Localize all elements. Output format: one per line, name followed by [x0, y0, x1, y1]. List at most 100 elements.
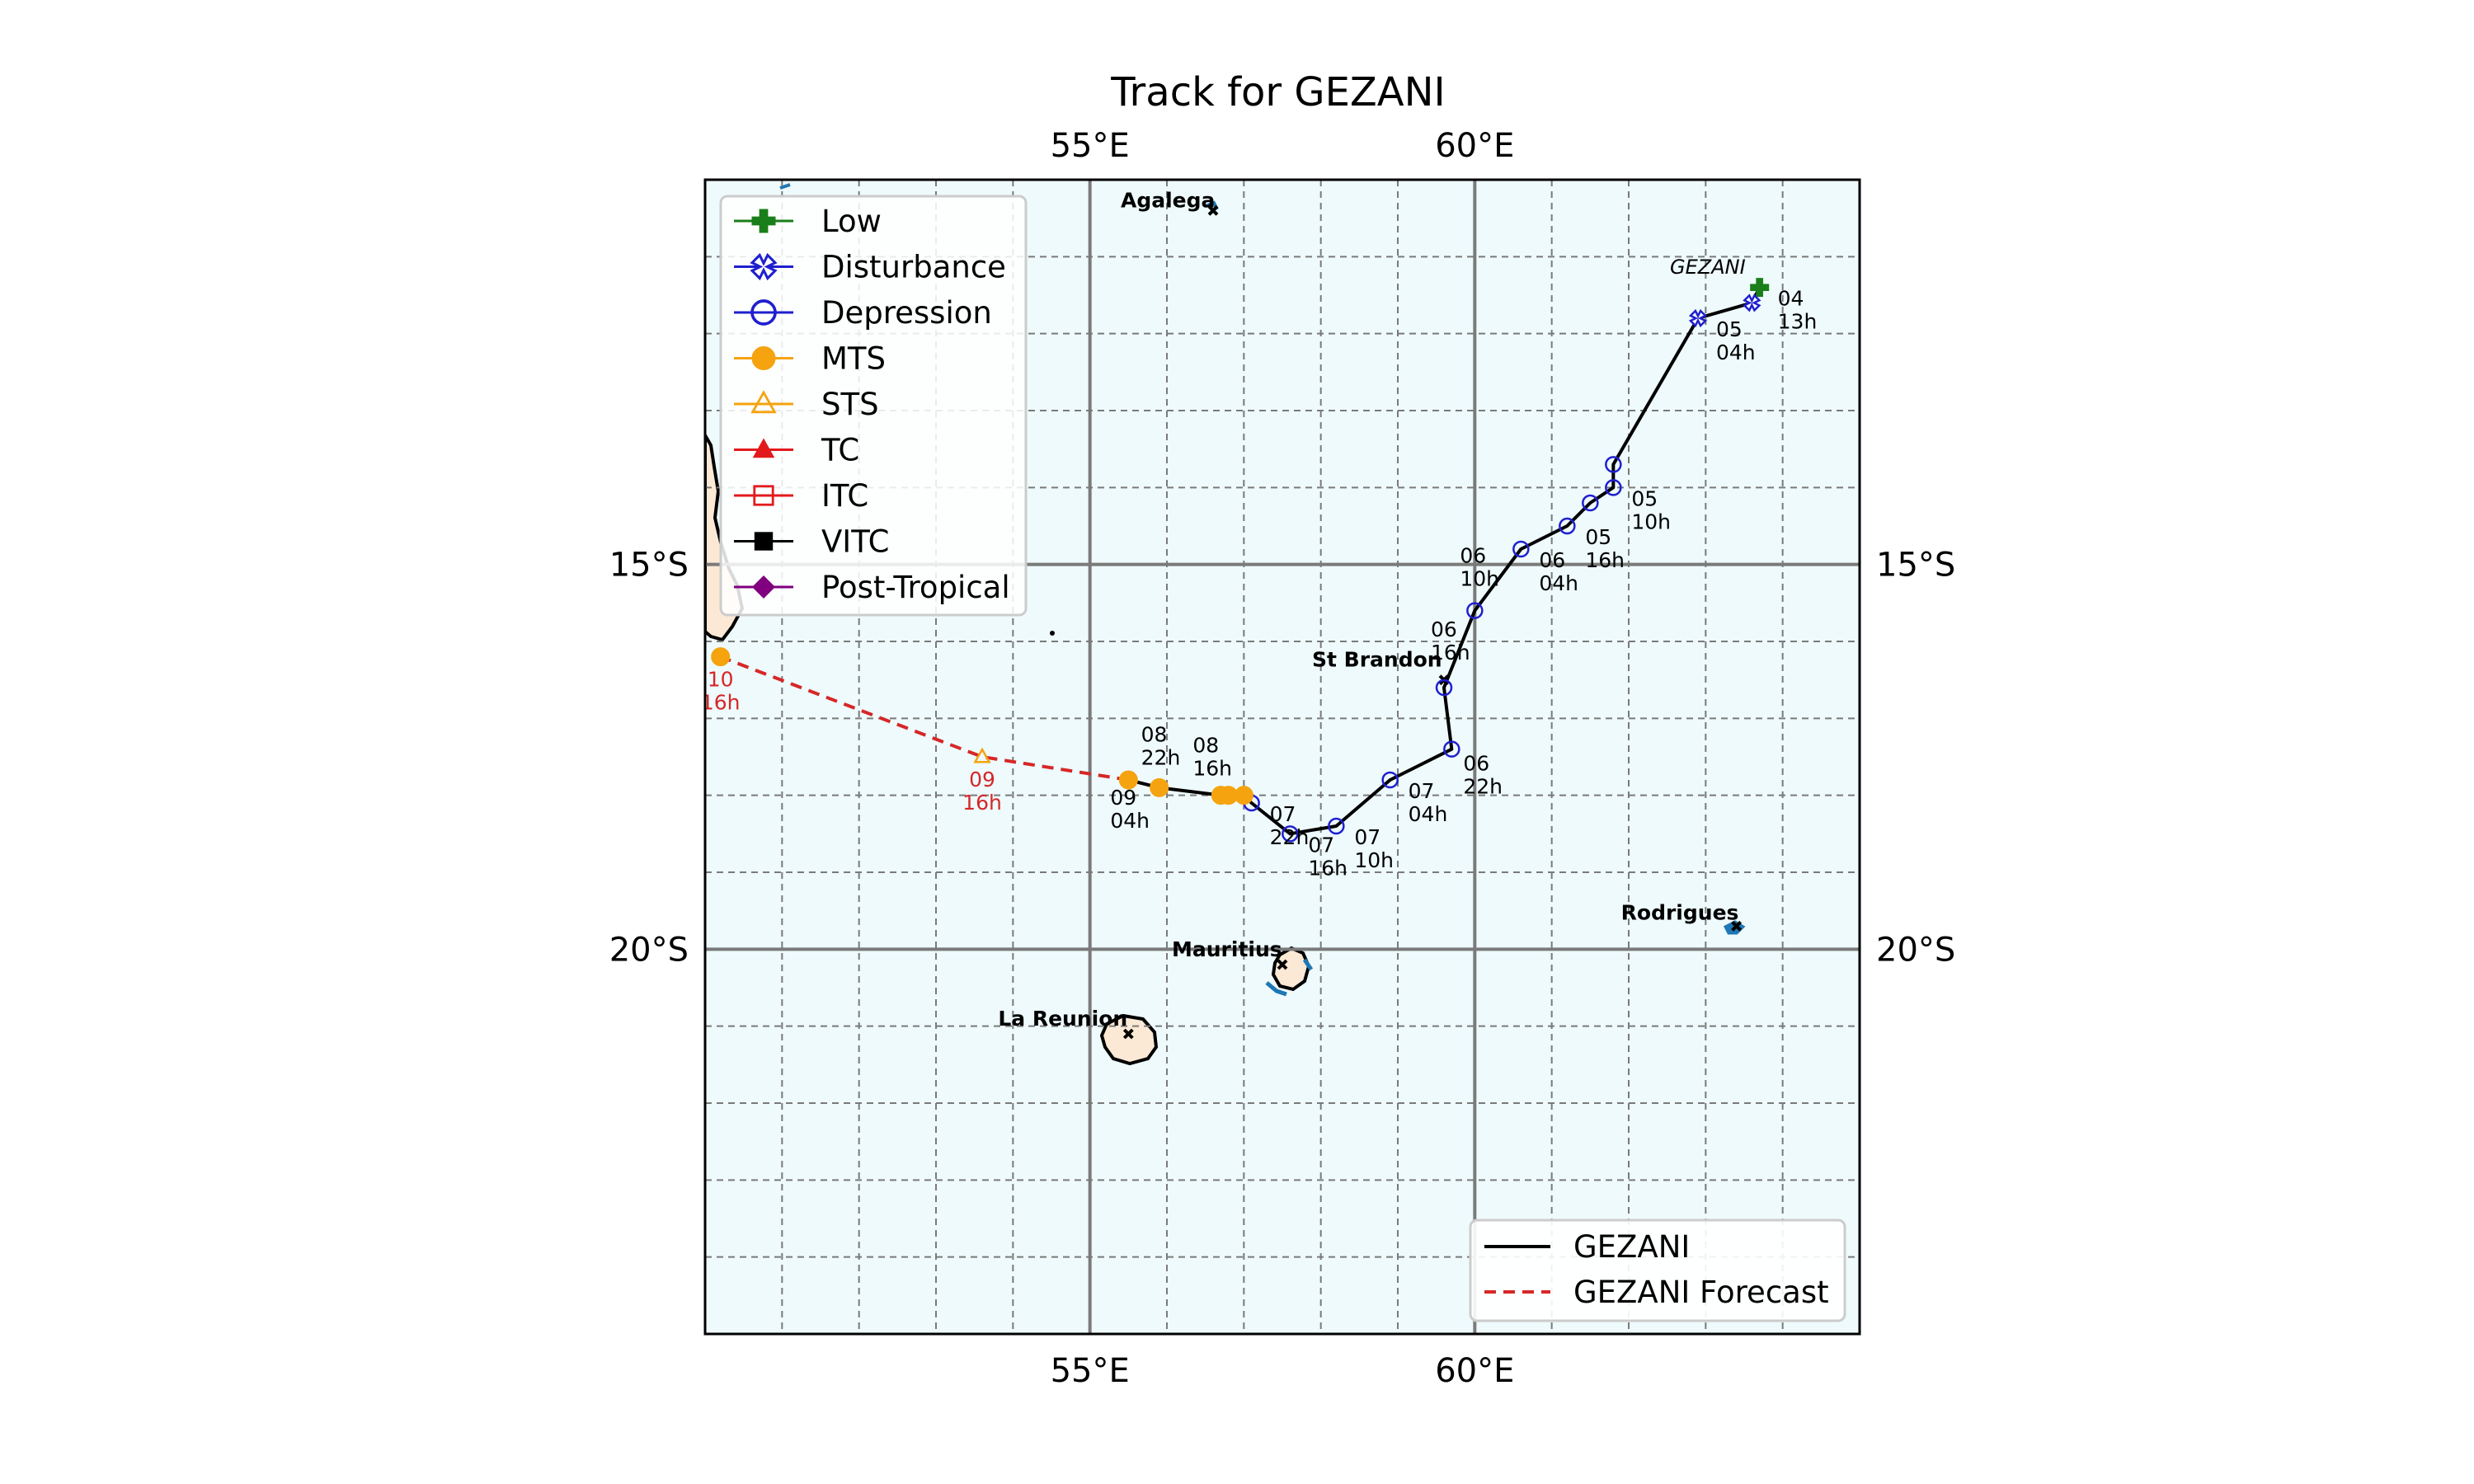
- la-reunion-island: [1099, 1013, 1159, 1066]
- legend-label: VITC: [821, 524, 890, 560]
- legend-item-itc: ITC: [734, 478, 868, 514]
- legend-label: Low: [821, 204, 882, 239]
- marker-triangle-filled: [752, 438, 775, 458]
- track-point-label: 07 10h: [1354, 825, 1394, 872]
- track-point-label: 06 22h: [1463, 752, 1503, 799]
- category-legend: Low Disturbance Depression MTS STS TC ITC VITC P…: [719, 195, 1028, 617]
- storm-name-label: GEZANI: [1670, 256, 1746, 279]
- place-label: Agalega: [1121, 188, 1215, 212]
- track-point: [1282, 825, 1299, 843]
- marker-plus: [751, 209, 776, 233]
- track-point: [1750, 278, 1770, 298]
- legend-item-sts: STS: [734, 387, 879, 422]
- track-point-label: 10 16h: [701, 668, 741, 715]
- track-point: [1605, 479, 1622, 496]
- track-point-label: 07 04h: [1409, 779, 1448, 826]
- track-point: [1328, 817, 1345, 835]
- category-legend-items: Low Disturbance Depression MTS STS TC ITC VITC P…: [734, 204, 1010, 605]
- legend-item-mts: MTS: [734, 341, 886, 377]
- track-point-label: 05 04h: [1716, 317, 1756, 364]
- track-point-label: 09 16h: [962, 768, 1002, 815]
- marker-square-open: [753, 485, 774, 506]
- legend-label: TC: [821, 433, 859, 468]
- place-label: La Reunion: [998, 1007, 1127, 1031]
- map-title: Track for GEZANI: [1110, 69, 1445, 115]
- track-point-label: 05 10h: [1631, 486, 1671, 533]
- marker-diamond-filled: [752, 575, 775, 599]
- track-point: [1743, 294, 1761, 312]
- track-point-label: 06 10h: [1460, 544, 1499, 591]
- track-legend: GEZANI GEZANI Forecast: [1469, 1219, 1846, 1322]
- marker-square-filled: [754, 532, 774, 551]
- track-point-label: 08 16h: [1192, 734, 1232, 781]
- place-label: Rodrigues: [1621, 900, 1739, 924]
- track-point: [1435, 679, 1453, 697]
- marker-x-circle: [750, 252, 778, 281]
- track-points: [711, 278, 1770, 843]
- lat-label-left: 20°S: [609, 931, 689, 969]
- lat-label-right: 20°S: [1876, 931, 1955, 969]
- marker-circle-open: [750, 299, 777, 326]
- legend-item-vitc: VITC: [734, 524, 890, 560]
- track-legend-item: GEZANI Forecast: [1484, 1275, 1829, 1310]
- track-point-label: 08 22h: [1141, 722, 1181, 769]
- track-point-label: 06 04h: [1539, 548, 1578, 595]
- lon-label-top: 60°E: [1435, 127, 1514, 165]
- marker-circle-filled: [751, 346, 776, 370]
- track-point: [1443, 740, 1460, 758]
- legend-item-tc: TC: [734, 433, 859, 468]
- tiny-islet-dot: [1050, 631, 1055, 636]
- track-point: [1466, 602, 1484, 619]
- map-frame: [703, 178, 1861, 1336]
- axis-labels: 55°E 55°E 60°E 60°E 15°S 15°S 20°S 20°S: [609, 127, 1956, 1390]
- track-point: [1211, 786, 1230, 805]
- track-point-label: 07 22h: [1270, 802, 1310, 849]
- track-legend-item: GEZANI: [1484, 1229, 1690, 1265]
- legend-label: MTS: [821, 341, 886, 377]
- track-legend-box: [1469, 1219, 1846, 1322]
- marker-triangle-open: [750, 390, 777, 414]
- track-point-label: 05 16h: [1585, 525, 1625, 572]
- track-point-label: 04 13h: [1778, 287, 1818, 334]
- place-marker: [1207, 204, 1219, 216]
- legend-label: Post-Tropical: [821, 570, 1010, 605]
- place-marker: [1277, 959, 1288, 970]
- track-legend-items: GEZANI GEZANI Forecast: [1484, 1229, 1829, 1310]
- legend-item-depression: Depression: [734, 295, 992, 331]
- lat-label-left: 15°S: [609, 547, 689, 585]
- track-point-label: 09 04h: [1110, 786, 1150, 833]
- legend-label: Depression: [821, 295, 992, 331]
- tiny-islet: [779, 183, 791, 190]
- track-legend-label: GEZANI: [1573, 1229, 1690, 1265]
- track-point: [1118, 770, 1138, 790]
- lon-label-bottom: 55°E: [1051, 1352, 1130, 1390]
- place-marker: [1731, 920, 1743, 932]
- track-point: [1381, 771, 1399, 789]
- category-legend-box: [719, 195, 1028, 617]
- forecast-track-line: [719, 655, 1129, 782]
- mauritius-reef: [1265, 981, 1287, 997]
- track-point: [1150, 777, 1169, 797]
- place-labels: Agalega St Brandon Rodrigues Mauritius La Re…: [998, 188, 1738, 1031]
- lat-label-right: 15°S: [1876, 547, 1955, 585]
- place-label: Mauritius: [1172, 937, 1282, 961]
- forecast-track: [719, 655, 1129, 782]
- legend-label: ITC: [821, 478, 868, 514]
- legend-label: Disturbance: [821, 250, 1006, 285]
- legend-item-low: Low: [734, 204, 882, 239]
- track-point-label: 07 16h: [1308, 833, 1348, 880]
- track-point: [973, 747, 991, 763]
- track-point: [1512, 540, 1530, 558]
- track-point: [1688, 308, 1708, 328]
- track-legend-label: GEZANI Forecast: [1573, 1275, 1829, 1310]
- track-point: [1559, 517, 1576, 535]
- lon-label-bottom: 60°E: [1435, 1352, 1514, 1390]
- lon-label-top: 55°E: [1051, 127, 1130, 165]
- track-point: [711, 647, 731, 667]
- place-marker: [1122, 1028, 1134, 1040]
- graticule: [705, 180, 1860, 1334]
- place-label: St Brandon: [1312, 648, 1442, 672]
